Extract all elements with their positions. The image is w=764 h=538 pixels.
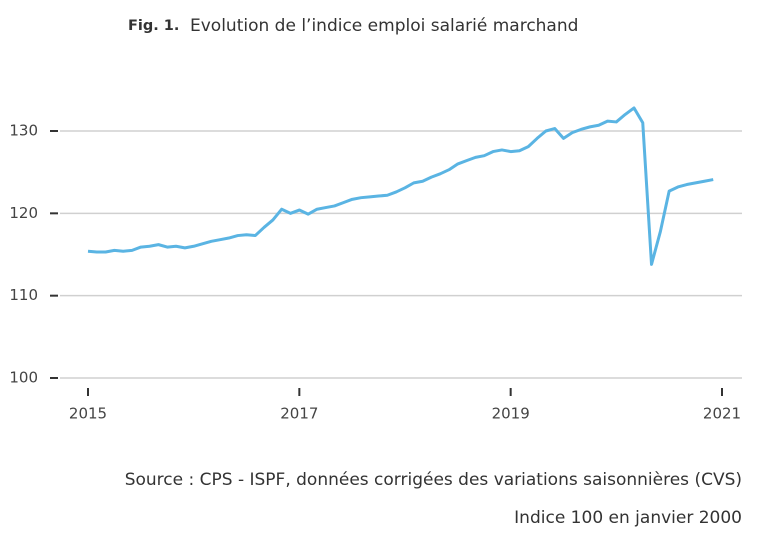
source: Source : CPS - ISPF, données corrigées d… [125, 470, 742, 490]
data-line [87, 106, 714, 266]
x-tick-label: 2017 [280, 405, 318, 423]
y-tick-label: 130 [9, 122, 38, 140]
y-tick-label: 110 [9, 286, 38, 304]
note: Indice 100 en janvier 2000 [514, 508, 742, 528]
y-tick-label: 100 [9, 369, 38, 387]
figure-label: Fig. 1. [128, 18, 179, 34]
x-tick-label: 2015 [69, 405, 107, 423]
x-tick-label: 2019 [492, 405, 530, 423]
x-tick-label: 2021 [703, 405, 741, 423]
y-tick-label: 120 [9, 204, 38, 222]
chart-title: Evolution de l’indice emploi salarié mar… [190, 16, 578, 36]
